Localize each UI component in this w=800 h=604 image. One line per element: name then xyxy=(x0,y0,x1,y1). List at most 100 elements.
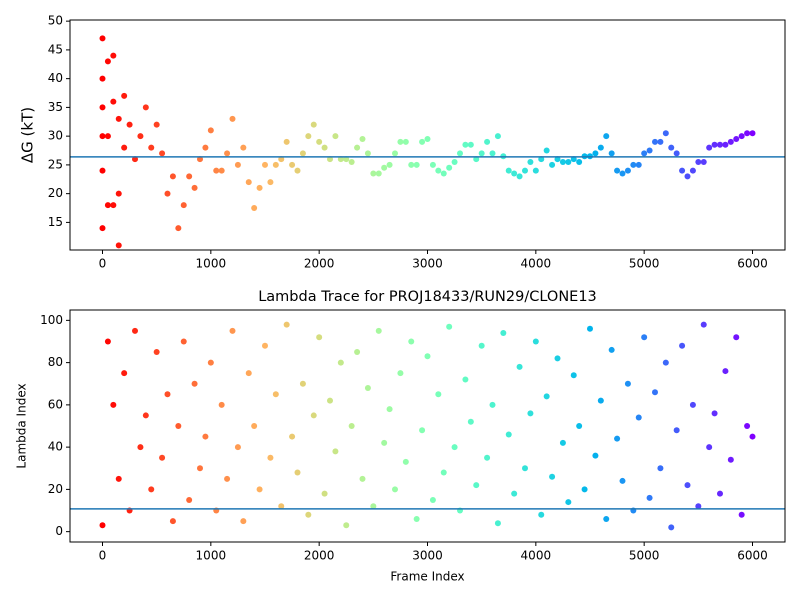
data-point xyxy=(435,167,442,174)
data-point xyxy=(429,496,436,503)
data-point xyxy=(527,410,534,417)
data-point xyxy=(337,359,344,366)
data-point xyxy=(343,522,350,529)
data-point xyxy=(717,141,723,148)
data-point xyxy=(527,159,534,166)
y-tick-label: 100 xyxy=(40,313,63,327)
data-point xyxy=(603,515,610,522)
data-point xyxy=(684,173,691,180)
data-point xyxy=(289,161,296,168)
data-point xyxy=(451,159,458,166)
data-point xyxy=(186,173,193,180)
data-point xyxy=(142,104,149,111)
data-point xyxy=(110,52,117,59)
data-point xyxy=(435,391,442,398)
data-point xyxy=(321,144,328,151)
y-tick-label: 40 xyxy=(48,71,63,85)
data-point xyxy=(207,359,214,366)
data-point xyxy=(597,144,604,151)
y-tick-label: 25 xyxy=(48,157,63,171)
data-point xyxy=(202,144,209,151)
data-point xyxy=(364,384,371,391)
data-point xyxy=(733,136,740,143)
data-point xyxy=(457,150,463,157)
data-point xyxy=(673,150,680,157)
data-point xyxy=(689,167,696,174)
data-point xyxy=(104,202,111,209)
data-point xyxy=(478,342,485,349)
data-point xyxy=(240,518,247,525)
data-point xyxy=(321,490,328,497)
data-point xyxy=(354,349,361,356)
data-point xyxy=(180,202,187,209)
data-point xyxy=(327,156,333,163)
data-point xyxy=(283,138,290,145)
data-point xyxy=(500,330,507,337)
data-point xyxy=(559,439,566,446)
data-point xyxy=(516,363,523,370)
data-point xyxy=(570,372,577,379)
data-point xyxy=(272,391,279,398)
data-point xyxy=(175,225,182,232)
data-point xyxy=(662,359,669,366)
data-point xyxy=(164,391,171,398)
data-point xyxy=(169,173,176,180)
data-point xyxy=(473,482,480,489)
y-tick-label: 20 xyxy=(48,186,63,200)
data-point xyxy=(386,406,393,413)
data-point xyxy=(218,167,225,174)
data-point xyxy=(419,427,426,434)
data-point xyxy=(749,130,756,137)
data-point xyxy=(348,159,355,166)
data-point xyxy=(202,433,209,440)
data-point xyxy=(749,433,756,440)
data-point xyxy=(299,380,306,387)
data-point xyxy=(121,144,128,151)
data-point xyxy=(538,511,545,518)
data-point xyxy=(99,522,106,529)
data-point xyxy=(619,170,626,177)
data-point xyxy=(603,133,610,140)
data-point xyxy=(657,465,664,472)
data-point xyxy=(478,150,485,157)
x-tick-label: 1000 xyxy=(196,549,227,563)
data-point xyxy=(278,156,285,163)
data-point xyxy=(462,376,469,383)
data-point xyxy=(673,427,680,434)
x-tick-label: 0 xyxy=(99,549,107,563)
data-point xyxy=(245,179,252,186)
data-point xyxy=(224,150,231,157)
data-point xyxy=(251,423,258,429)
data-point xyxy=(695,159,702,166)
data-point xyxy=(738,133,745,140)
data-point xyxy=(126,121,133,128)
data-point xyxy=(711,410,718,417)
data-point xyxy=(381,164,388,171)
data-point xyxy=(538,156,545,163)
data-point xyxy=(424,353,431,360)
data-point xyxy=(440,170,447,177)
data-point xyxy=(641,150,648,157)
y-axis-label: ΔG (kT) xyxy=(19,107,37,163)
y-tick-label: 50 xyxy=(48,14,63,28)
data-point xyxy=(494,520,501,527)
data-point xyxy=(191,184,198,191)
data-point xyxy=(121,92,128,99)
data-point xyxy=(316,138,323,145)
data-point xyxy=(305,133,312,140)
data-point xyxy=(262,342,268,349)
x-tick-label: 6000 xyxy=(737,549,768,563)
data-point xyxy=(153,349,160,356)
data-point xyxy=(484,454,491,461)
data-point xyxy=(104,338,111,345)
x-tick-label: 5000 xyxy=(629,549,660,563)
data-point xyxy=(343,156,350,163)
data-point xyxy=(679,167,686,174)
data-point xyxy=(310,412,317,419)
x-tick-label: 5000 xyxy=(629,257,660,271)
data-point xyxy=(327,397,333,404)
data-point xyxy=(511,490,518,497)
data-point xyxy=(516,173,523,180)
data-point xyxy=(267,179,274,186)
data-point xyxy=(467,418,474,425)
